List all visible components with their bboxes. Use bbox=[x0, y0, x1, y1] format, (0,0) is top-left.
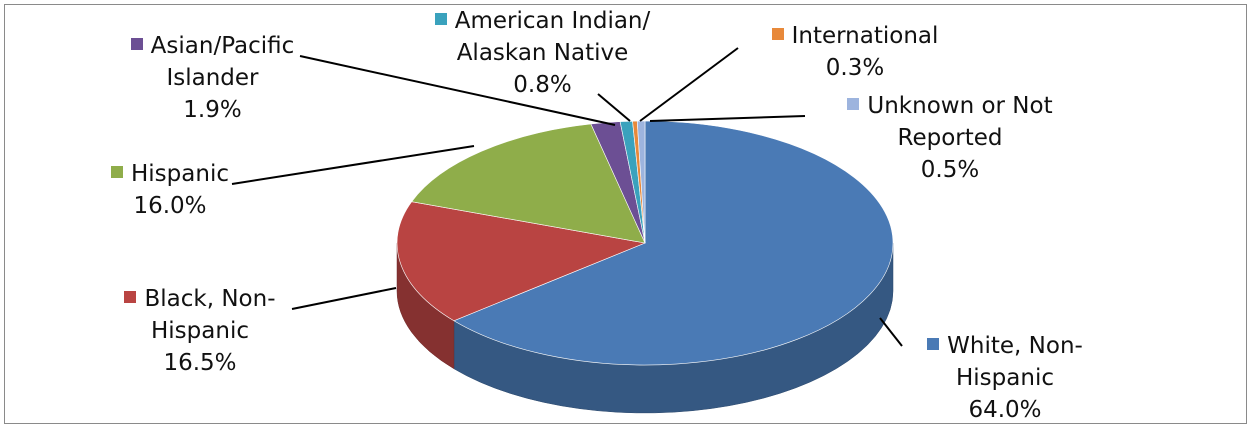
legend-swatch bbox=[847, 98, 860, 110]
legend-swatch bbox=[130, 38, 143, 50]
leader-line bbox=[231, 145, 475, 185]
data-label: White, Non-Hispanic 64.0% bbox=[905, 330, 1105, 426]
data-label: Asian/Pacific Islander 1.9% bbox=[100, 30, 325, 126]
leader-line bbox=[879, 317, 903, 347]
category-label: White, Non-Hispanic bbox=[947, 333, 1083, 391]
data-label: Black, Non-Hispanic 16.5% bbox=[95, 283, 305, 379]
data-label: American Indian/ Alaskan Native 0.8% bbox=[410, 5, 675, 101]
chart-frame bbox=[4, 4, 1247, 424]
slice bbox=[411, 123, 646, 244]
leader-line bbox=[299, 55, 616, 126]
leader-line bbox=[597, 93, 631, 122]
data-label: Hispanic 16.0% bbox=[70, 158, 270, 222]
leader-line bbox=[639, 47, 739, 122]
leader-line bbox=[291, 287, 397, 310]
slice bbox=[396, 201, 647, 322]
legend-swatch bbox=[434, 13, 447, 25]
data-label: Unknown or Not Reported 0.5% bbox=[815, 90, 1085, 186]
category-label: Unknown or Not Reported bbox=[867, 93, 1053, 151]
legend-swatch bbox=[771, 28, 784, 40]
legend-swatch bbox=[927, 338, 940, 350]
category-label: Black, Non-Hispanic bbox=[144, 286, 276, 344]
value-label: 16.0% bbox=[133, 193, 207, 219]
value-label: 0.8% bbox=[513, 72, 572, 98]
value-label: 0.3% bbox=[825, 55, 885, 81]
value-label: 1.9% bbox=[183, 97, 242, 123]
legend-swatch bbox=[124, 291, 137, 303]
slice bbox=[453, 120, 894, 366]
category-label: Hispanic bbox=[131, 161, 229, 187]
data-label: International 0.3% bbox=[735, 20, 975, 84]
category-label: International bbox=[791, 23, 939, 49]
value-label: 16.5% bbox=[163, 350, 237, 376]
category-label: American Indian/ Alaskan Native bbox=[454, 8, 651, 66]
category-label: Asian/Pacific Islander bbox=[150, 33, 295, 91]
value-label: 64.0% bbox=[968, 397, 1042, 423]
leader-line bbox=[649, 115, 806, 122]
value-label: 0.5% bbox=[920, 157, 980, 183]
legend-swatch bbox=[111, 166, 123, 178]
